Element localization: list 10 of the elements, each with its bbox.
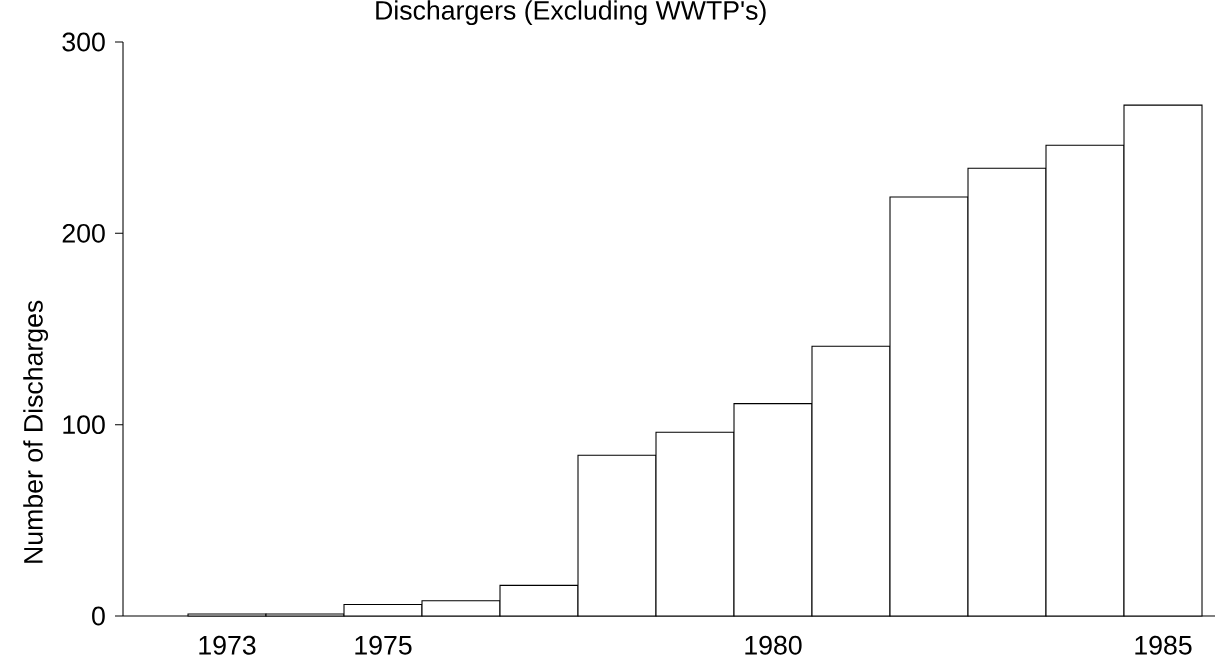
- y-tick-label: 100: [63, 415, 105, 435]
- chart-title: Dischargers (Excluding WWTP's): [376, 0, 766, 26]
- y-tick-label: 300: [62, 32, 105, 52]
- x-tick-label: 1975: [355, 635, 412, 655]
- x-tick-label: 1985: [1135, 635, 1192, 655]
- y-tick-label: 0: [92, 606, 105, 626]
- x-tick-label: 1980: [745, 635, 802, 655]
- x-tick-label: 1973: [199, 635, 256, 655]
- y-axis-title: Number of Discharges: [23, 300, 49, 563]
- y-tick-label: 200: [62, 223, 105, 243]
